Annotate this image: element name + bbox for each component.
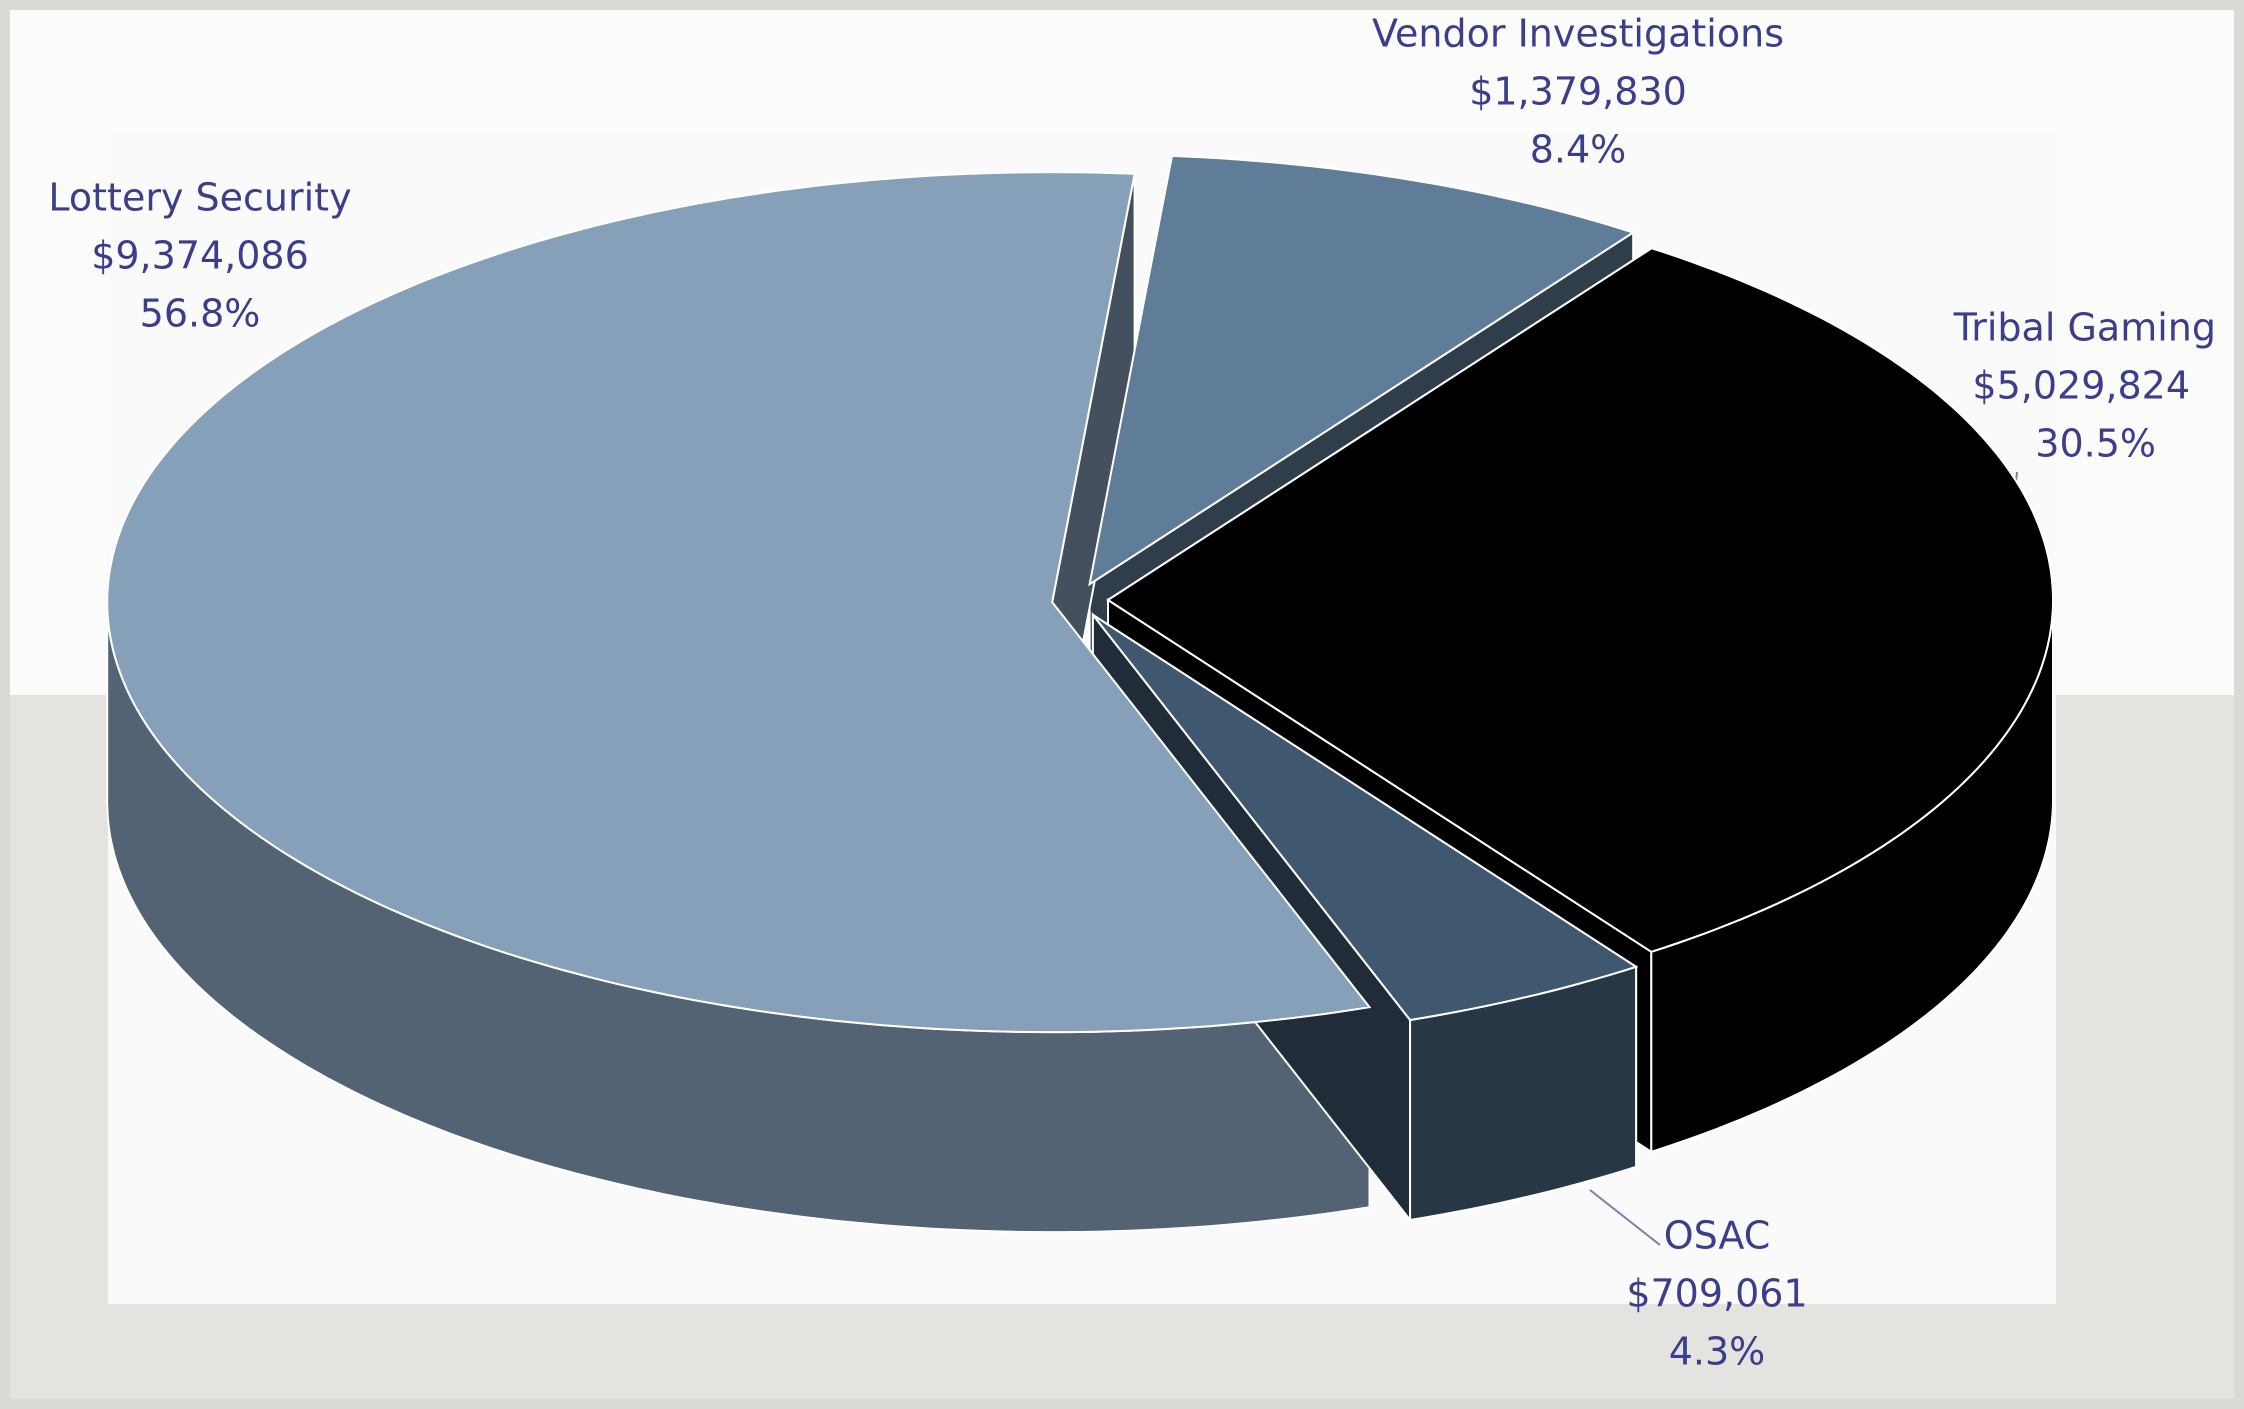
slice-label: Lottery Security <box>48 176 351 220</box>
percent-label: 4.3% <box>1669 1330 1766 1374</box>
value-label: $9,374,086 <box>91 234 309 278</box>
leader-line <box>1589 1189 1661 1246</box>
percent-label: 30.5% <box>2035 422 2156 466</box>
percent-label: 8.4% <box>1530 128 1627 172</box>
slice <box>1092 614 1639 1022</box>
value-label: $1,379,830 <box>1469 70 1687 114</box>
slice <box>1088 154 1636 587</box>
percent-label: 56.8% <box>140 292 261 336</box>
value-label: $5,029,824 <box>1972 364 2190 408</box>
slice <box>1106 247 2055 953</box>
slice-label: Vendor Investigations <box>1372 12 1784 56</box>
value-label: $709,061 <box>1626 1272 1807 1316</box>
slice <box>106 171 1372 1034</box>
slice-label: OSAC <box>1664 1214 1771 1258</box>
slice-label: Tribal Gaming <box>1953 306 2216 350</box>
